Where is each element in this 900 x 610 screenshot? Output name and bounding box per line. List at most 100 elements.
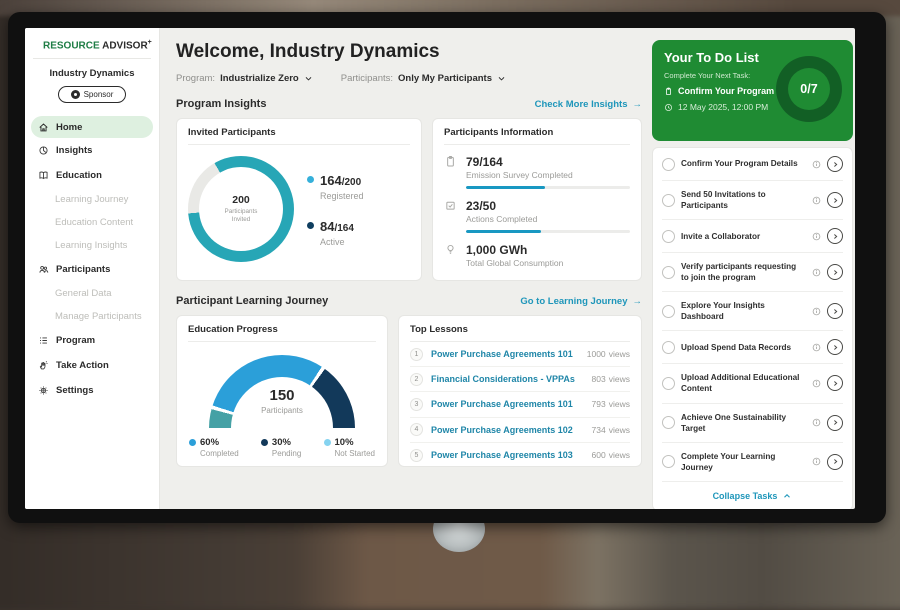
rank-badge: 2 <box>410 373 423 386</box>
check-box-icon <box>444 199 457 212</box>
sidebar-item-manage-participants[interactable]: Manage Participants <box>25 305 159 328</box>
legend-pending: 30% Pending <box>261 437 301 458</box>
info-icon[interactable] <box>812 343 821 352</box>
registered-value: 164 <box>320 173 342 188</box>
info-icon[interactable] <box>812 268 821 277</box>
participants-label: Participants: <box>341 73 393 84</box>
logo-advisor: ADVISOR <box>102 40 148 51</box>
sidebar-item-participants[interactable]: Participants <box>25 257 159 282</box>
gauge-center: 150 Participants <box>209 387 355 415</box>
task-checkbox[interactable] <box>662 194 675 207</box>
task-checkbox[interactable] <box>662 266 675 279</box>
sidebar-item-label: Participants <box>56 264 110 275</box>
card-title: Education Progress <box>188 324 376 342</box>
task-open-button[interactable] <box>827 454 843 470</box>
task-row: Invite a Collaborator <box>662 220 843 253</box>
program-dropdown[interactable]: Program: Industrialize Zero <box>176 73 313 84</box>
task-label: Upload Spend Data Records <box>681 342 806 353</box>
check-more-insights-link[interactable]: Check More Insights → <box>535 99 642 110</box>
task-open-button[interactable] <box>827 156 843 172</box>
clock-icon <box>664 103 673 112</box>
info-icon[interactable] <box>812 232 821 241</box>
task-open-button[interactable] <box>827 303 843 319</box>
task-checkbox[interactable] <box>662 455 675 468</box>
sidebar-item-take-action[interactable]: Take Action <box>25 353 159 378</box>
sidebar-item-home[interactable]: Home <box>31 116 153 138</box>
info-icon[interactable] <box>812 418 821 427</box>
todo-panel: Your To Do List Complete Your Next Task:… <box>650 28 855 509</box>
sidebar-item-program[interactable]: Program <box>25 328 159 353</box>
stat-value: 79/164 <box>466 155 630 169</box>
sidebar-item-education-content[interactable]: Education Content <box>25 211 159 234</box>
sidebar-item-general-data[interactable]: General Data <box>25 282 159 305</box>
info-icon[interactable] <box>812 457 821 466</box>
lesson-link[interactable]: Power Purchase Agreements 101 <box>431 349 579 359</box>
sidebar-item-label: Program <box>56 335 95 346</box>
sidebar-item-education[interactable]: Education <box>25 163 159 188</box>
arrow-right-icon: → <box>633 99 643 110</box>
participants-information-card: Participants Information 79/164 Emission… <box>432 118 642 281</box>
task-checkbox[interactable] <box>662 158 675 171</box>
info-icon[interactable] <box>812 307 821 316</box>
lesson-row: 1 Power Purchase Agreements 101 1000 vie… <box>410 342 630 367</box>
participants-value: Only My Participants <box>398 73 492 84</box>
lesson-link[interactable]: Power Purchase Agreements 102 <box>431 425 583 435</box>
task-row: Confirm Your Program Details <box>662 148 843 181</box>
task-checkbox[interactable] <box>662 416 675 429</box>
progress-fill <box>466 186 545 189</box>
task-open-button[interactable] <box>827 375 843 391</box>
task-checkbox[interactable] <box>662 341 675 354</box>
program-value: Industrialize Zero <box>220 73 299 84</box>
active-dot <box>307 222 314 229</box>
gear-icon <box>38 385 49 396</box>
lesson-link[interactable]: Power Purchase Agreements 103 <box>431 450 583 460</box>
stat-emission-survey: 79/164 Emission Survey Completed <box>444 155 630 189</box>
task-checkbox[interactable] <box>662 377 675 390</box>
active-total: /164 <box>334 223 353 234</box>
sidebar-item-learning-journey[interactable]: Learning Journey <box>25 188 159 211</box>
sponsor-icon <box>71 90 80 99</box>
rank-badge: 5 <box>410 449 423 462</box>
link-label: Go to Learning Journey <box>520 296 627 307</box>
task-label: Upload Additional Educational Content <box>681 372 806 394</box>
clipboard-icon <box>664 87 673 96</box>
task-open-button[interactable] <box>827 192 843 208</box>
gauge-legend: 60% Completed 30% Pending 10% Not Starte… <box>188 437 376 458</box>
sidebar-item-settings[interactable]: Settings <box>25 378 159 403</box>
task-open-button[interactable] <box>827 339 843 355</box>
views-count: 1000 <box>587 349 606 359</box>
participants-dropdown[interactable]: Participants: Only My Participants <box>341 73 506 84</box>
legend-label: Pending <box>272 449 301 458</box>
donut-center: 200 Participants Invited <box>199 167 283 251</box>
sidebar-item-label: Settings <box>56 385 93 396</box>
views-label: views <box>609 374 630 384</box>
task-checkbox[interactable] <box>662 305 675 318</box>
gauge-value: 150 <box>209 387 355 404</box>
stat-label: Total Global Consumption <box>466 258 630 268</box>
info-icon[interactable] <box>812 379 821 388</box>
lesson-row: 4 Power Purchase Agreements 102 734 view… <box>410 418 630 443</box>
sidebar-item-label: Insights <box>56 145 92 156</box>
info-icon[interactable] <box>812 160 821 169</box>
task-open-button[interactable] <box>827 228 843 244</box>
go-to-learning-journey-link[interactable]: Go to Learning Journey → <box>520 296 642 307</box>
sidebar-nav: Home Insights Education Learning Journey… <box>25 116 159 403</box>
sponsor-badge-label: Sponsor <box>84 90 114 99</box>
info-icon[interactable] <box>812 196 821 205</box>
task-open-button[interactable] <box>827 264 843 280</box>
task-label: Invite a Collaborator <box>681 231 806 242</box>
lesson-link[interactable]: Financial Considerations - VPPAs <box>431 374 583 384</box>
task-open-button[interactable] <box>827 415 843 431</box>
sidebar-item-learning-insights[interactable]: Learning Insights <box>25 234 159 257</box>
lesson-link[interactable]: Power Purchase Agreements 101 <box>431 399 583 409</box>
views-count: 793 <box>591 399 605 409</box>
collapse-tasks-link[interactable]: Collapse Tasks <box>662 482 843 509</box>
sidebar-item-label: Education Content <box>55 217 133 228</box>
views-label: views <box>609 399 630 409</box>
task-row: Upload Spend Data Records <box>662 331 843 364</box>
sidebar-item-insights[interactable]: Insights <box>25 138 159 163</box>
org-name: Industry Dynamics <box>25 68 159 79</box>
legend-label: Completed <box>200 449 239 458</box>
task-checkbox[interactable] <box>662 230 675 243</box>
insights-icon <box>38 145 49 156</box>
